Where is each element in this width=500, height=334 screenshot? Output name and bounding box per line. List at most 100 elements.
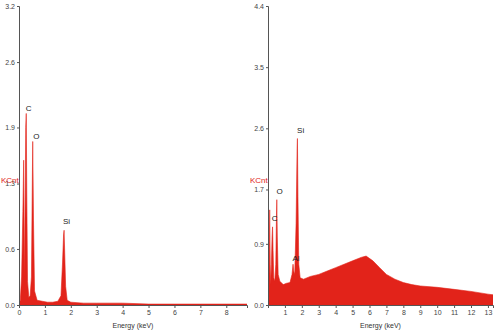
x-tick-label: 4: [121, 309, 125, 316]
x-tick: 13: [485, 305, 493, 316]
y-tick: 4.4: [254, 3, 268, 10]
x-axis-line: [20, 306, 248, 309]
x-tick-mark: [149, 305, 150, 308]
figure: 0123456780.00.61.31.92.63.2Energy (keV)K…: [0, 0, 500, 334]
x-tick-label: 11: [451, 309, 458, 316]
x-tick-label: 4: [334, 309, 338, 316]
x-tick-mark: [226, 305, 227, 308]
spectrum: [268, 139, 493, 305]
plot-area: [19, 113, 247, 305]
y-tick-label: 2.6: [5, 59, 15, 66]
x-tick-label: 5: [351, 309, 355, 316]
x-tick: 5: [351, 305, 355, 316]
y-tick-mark: [17, 127, 19, 128]
y-axis: 0.00.61.31.92.63.2: [5, 3, 19, 309]
x-tick-mark: [353, 305, 354, 308]
x-axis: 012345678: [18, 305, 248, 316]
x-tick-mark: [437, 305, 438, 308]
x-tick-mark: [71, 305, 72, 308]
x-tick-mark: [174, 305, 175, 308]
y-tick-mark: [266, 189, 268, 190]
y-axis-line: [17, 7, 20, 306]
x-tick-label: 5: [147, 309, 151, 316]
plot-area: [268, 139, 493, 305]
x-tick: 6: [173, 305, 177, 316]
x-axis-title: Energy (keV): [113, 322, 154, 330]
x-tick-label: 13: [485, 309, 493, 316]
y-tick-label: 2.6: [254, 125, 264, 132]
y-axis-line: [266, 7, 269, 306]
y-tick-mark: [17, 305, 19, 306]
x-axis-title: Energy (keV): [360, 322, 401, 330]
x-tick-label: 6: [173, 309, 177, 316]
x-tick-mark: [123, 305, 124, 308]
x-tick-label: 7: [385, 309, 389, 316]
y-tick-label: 0.0: [5, 302, 15, 309]
x-tick: 4: [334, 305, 338, 316]
peak-label: C: [26, 104, 32, 113]
x-tick-mark: [370, 305, 371, 308]
y-tick: 2.6: [254, 125, 268, 132]
x-tick: 9: [419, 305, 423, 316]
y-tick-label: 0.9: [254, 241, 264, 248]
y-axis-title: KCnt: [1, 176, 20, 185]
x-tick: 8: [402, 305, 406, 316]
x-tick-mark: [45, 305, 46, 308]
y-tick: 0.0: [254, 302, 268, 309]
x-tick-label: 3: [95, 309, 99, 316]
peak-label: Si: [63, 217, 70, 226]
x-tick: 3: [317, 305, 321, 316]
x-tick-mark: [471, 305, 472, 308]
x-tick: 3: [95, 305, 99, 316]
x-tick-mark: [200, 305, 201, 308]
peak-label: Al: [293, 254, 300, 263]
panel: 123456789101112130.00.91.72.63.54.4Energ…: [250, 3, 494, 330]
y-tick-label: 1.7: [254, 186, 264, 193]
y-tick-mark: [17, 6, 19, 7]
y-tick-mark: [266, 305, 268, 306]
y-tick-mark: [17, 249, 19, 250]
x-axis: 12345678910111213: [269, 305, 494, 316]
x-axis-line: [269, 306, 494, 309]
x-tick-label: 12: [468, 309, 476, 316]
y-tick-mark: [266, 244, 268, 245]
x-tick: 12: [468, 305, 476, 316]
y-axis-title: KCnt: [250, 176, 269, 185]
y-tick-label: 0.6: [5, 246, 15, 253]
y-tick-label: 4.4: [254, 3, 264, 10]
x-tick-mark: [386, 305, 387, 308]
peak-label: C: [272, 214, 278, 223]
spectrum: [19, 113, 247, 305]
x-tick-mark: [403, 305, 404, 308]
x-tick-mark: [420, 305, 421, 308]
x-tick: 1: [43, 305, 47, 316]
x-tick: 0: [18, 305, 22, 316]
y-tick: 0.0: [5, 302, 19, 309]
x-tick: 10: [434, 305, 442, 316]
x-tick: 2: [69, 305, 73, 316]
y-tick-mark: [266, 67, 268, 68]
x-tick-label: 10: [434, 309, 442, 316]
peak-label: O: [276, 187, 282, 196]
x-tick-mark: [488, 305, 489, 308]
x-tick: 7: [385, 305, 389, 316]
y-tick-mark: [17, 62, 19, 63]
x-tick-label: 1: [43, 309, 47, 316]
y-tick: 3.2: [5, 3, 19, 10]
x-tick-label: 2: [300, 309, 304, 316]
peak-label: O: [33, 132, 39, 141]
x-tick-label: 6: [368, 309, 372, 316]
x-tick-mark: [302, 305, 303, 308]
panel: 0123456780.00.61.31.92.63.2Energy (keV)K…: [1, 3, 248, 330]
y-tick-mark: [266, 6, 268, 7]
y-axis: 0.0 0.9 1.7 2.6 3.5 4.4: [254, 3, 268, 309]
x-tick: 6: [368, 305, 372, 316]
x-tick-mark: [454, 305, 455, 308]
x-tick-label: 1: [283, 309, 287, 316]
x-tick: 5: [147, 305, 151, 316]
x-tick-label: 8: [225, 309, 229, 316]
y-tick: 0.9: [254, 241, 268, 248]
x-tick: 2: [300, 305, 304, 316]
y-tick: 1.9: [5, 124, 19, 131]
y-tick-label: 3.5: [254, 64, 264, 71]
